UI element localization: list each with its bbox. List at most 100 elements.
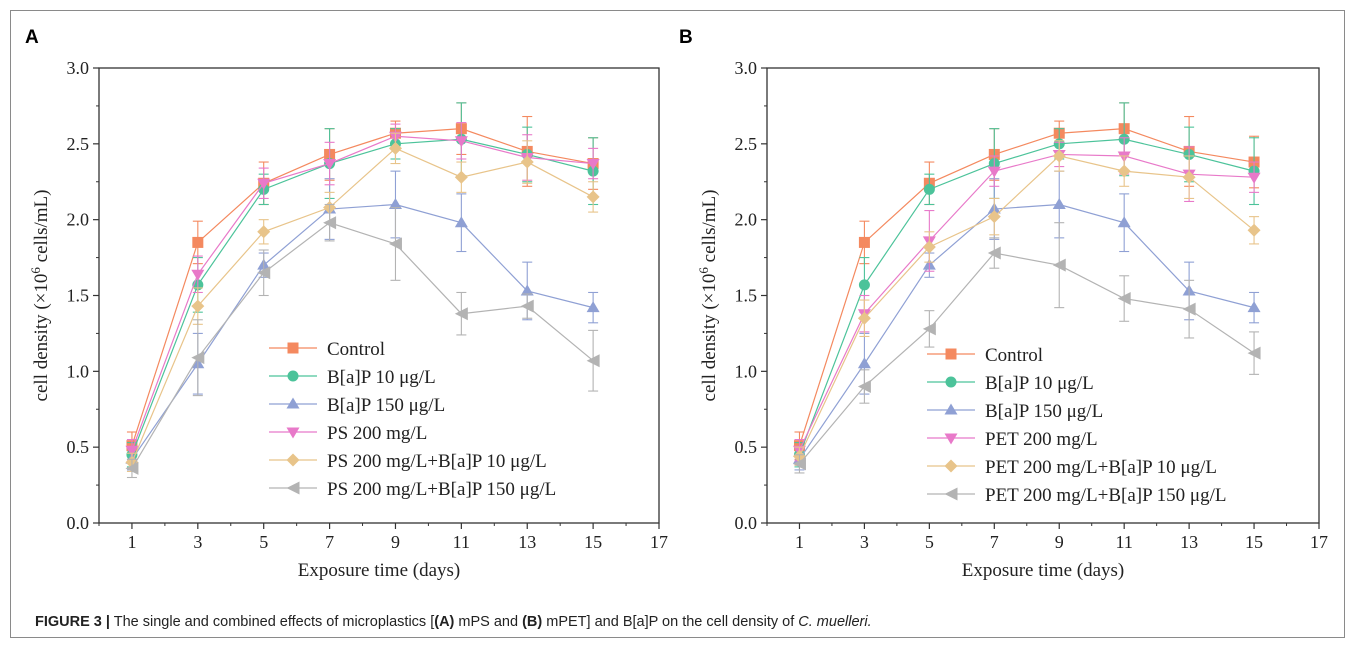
series-line — [798, 138, 1255, 455]
series — [792, 222, 1261, 474]
x-tick-label: 1 — [127, 532, 136, 552]
data-point — [922, 240, 936, 254]
figure-caption: FIGURE 3 | The single and combined effec… — [35, 614, 1335, 630]
y-tick-label: 1.0 — [735, 361, 758, 381]
data-point — [454, 136, 468, 148]
legend-marker — [287, 342, 299, 354]
data-point — [257, 225, 271, 239]
series — [125, 203, 600, 479]
x-tick-label: 13 — [518, 532, 536, 552]
data-point — [987, 210, 1001, 224]
data-point — [923, 183, 935, 195]
legend-marker — [287, 370, 299, 382]
data-point — [520, 299, 534, 313]
data-point — [858, 279, 870, 291]
data-point — [388, 141, 402, 155]
figure-frame: A 0.0 0.5 1.0 1.5 2.0 2.5 3.0 1 3 5 7 9 11 13 15 17 Expo… — [10, 10, 1345, 638]
legend-label: PET 200 mg/L — [985, 429, 1098, 450]
x-axis-title: Exposure time (days) — [298, 560, 461, 581]
legend-label: B[a]P 150 μg/L — [985, 401, 1103, 422]
x-tick-label: 5 — [259, 532, 268, 552]
data-point — [858, 236, 870, 248]
caption-text: mPS and — [454, 614, 523, 630]
data-point — [125, 445, 139, 457]
series — [125, 122, 600, 462]
caption-label-a: (A) — [434, 614, 455, 630]
data-point — [1117, 292, 1131, 306]
series-line — [798, 155, 1255, 457]
x-tick-label: 15 — [584, 532, 602, 552]
x-tick-label: 9 — [1055, 532, 1064, 552]
y-tick-label: 2.5 — [735, 134, 758, 154]
panel-label: A — [25, 27, 39, 48]
data-point — [922, 322, 936, 336]
legend-marker — [944, 487, 958, 501]
caption-species: C. muelleri. — [798, 614, 872, 630]
legend-marker — [944, 433, 958, 445]
x-tick-label: 17 — [650, 532, 668, 552]
legend-marker — [945, 348, 957, 360]
x-tick-label: 9 — [391, 532, 400, 552]
panel-b: B 0.0 0.5 1.0 1.5 2.0 2.5 3.0 1 3 5 7 9 11 13 15 17 Expo… — [679, 11, 1347, 611]
data-point — [857, 311, 871, 325]
legend-label: PET 200 mg/L+B[a]P 10 μg/L — [985, 457, 1217, 478]
plot-frame — [766, 67, 1320, 524]
data-point — [323, 216, 337, 230]
legend-marker — [944, 459, 958, 473]
y-tick-label: 1.0 — [67, 361, 90, 381]
y-tick-label: 0.5 — [67, 437, 90, 457]
data-point — [125, 461, 139, 475]
caption-figure-label: FIGURE 3 | — [35, 614, 110, 630]
data-point — [191, 299, 205, 313]
data-point — [388, 237, 402, 251]
series-line — [131, 135, 594, 451]
y-tick-label: 1.5 — [67, 286, 90, 306]
data-point — [1247, 223, 1261, 237]
caption-text: The single and combined effects of micro… — [109, 614, 435, 630]
data-point — [454, 216, 468, 228]
data-point — [1247, 346, 1261, 360]
x-tick-label: 11 — [453, 532, 470, 552]
data-point — [857, 357, 871, 369]
data-point — [586, 301, 600, 313]
x-tick-label: 7 — [990, 532, 999, 552]
data-point — [1052, 258, 1066, 272]
data-point — [857, 380, 871, 393]
series-line — [131, 147, 594, 463]
legend-label: B[a]P 10 μg/L — [985, 373, 1094, 394]
data-point — [1182, 302, 1196, 316]
legend-label: B[a]P 150 μg/L — [327, 395, 445, 416]
data-point — [1247, 301, 1261, 313]
x-tick-label: 17 — [1310, 532, 1328, 552]
y-tick-label: 3.0 — [67, 58, 90, 78]
x-tick-label: 5 — [925, 532, 934, 552]
y-tick-label: 2.5 — [67, 134, 90, 154]
data-point — [792, 457, 806, 471]
y-tick-label: 0.0 — [67, 513, 90, 533]
y-tick-label: 2.0 — [735, 210, 758, 230]
legend-marker — [945, 376, 957, 388]
legend: Control B[a]P 10 μg/L B[a]P 150 μg/L PS 200… — [269, 339, 556, 500]
caption-text: mPET] and B[a]P on the cell density of — [542, 614, 799, 630]
x-axis-title: Exposure time (days) — [962, 560, 1125, 581]
data-point — [323, 159, 337, 171]
data-point — [388, 198, 402, 209]
y-tick-label: 0.0 — [735, 513, 758, 533]
data-point — [1052, 149, 1066, 163]
data-point — [987, 246, 1001, 260]
x-tick-label: 3 — [860, 532, 869, 552]
legend-label: PS 200 mg/L+B[a]P 150 μg/L — [327, 479, 556, 500]
legend-marker — [286, 397, 300, 409]
data-point — [1247, 172, 1261, 184]
caption-label-b: (B) — [522, 614, 543, 630]
y-tick-label: 2.0 — [67, 210, 90, 230]
data-point — [586, 354, 600, 368]
legend-marker — [286, 427, 300, 439]
legend-label: Control — [985, 345, 1043, 366]
data-point — [586, 159, 600, 171]
y-axis-title: cell density (×106 cells/mL) — [28, 190, 52, 402]
series-line — [131, 222, 594, 469]
x-tick-label: 1 — [795, 532, 804, 552]
series-line — [131, 128, 594, 446]
legend-label: B[a]P 10 μg/L — [327, 367, 436, 388]
